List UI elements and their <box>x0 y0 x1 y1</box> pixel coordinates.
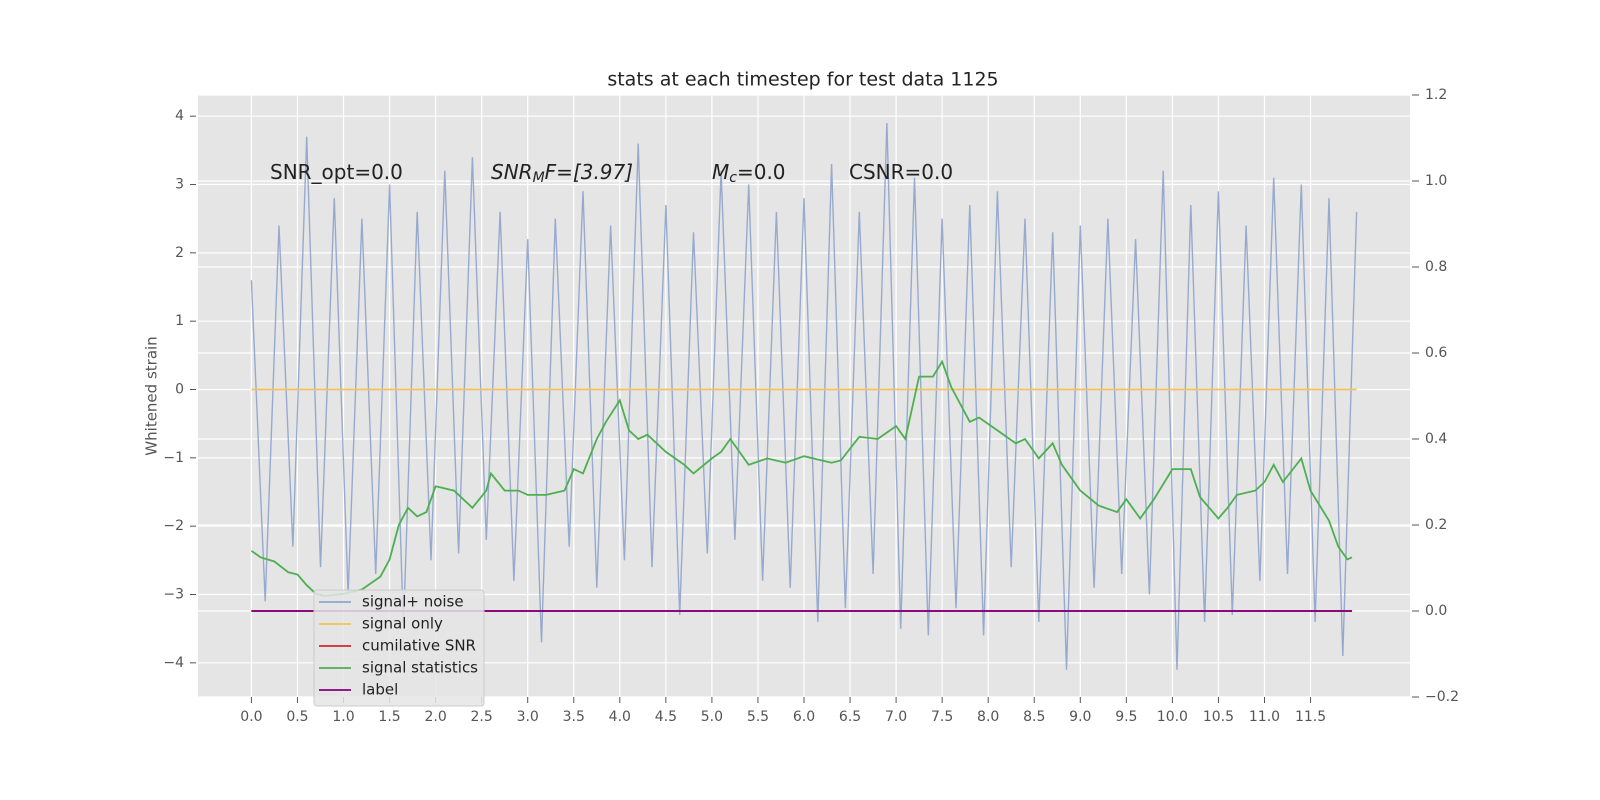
legend-label: signal statistics <box>362 659 478 677</box>
y-tick-label: 0 <box>175 382 184 398</box>
annotation-part: =0.0 <box>737 160 786 184</box>
x-tick-label: 9.5 <box>1115 709 1137 725</box>
annotation-part: M <box>533 170 545 186</box>
annotation: SNRMF=[3.97] <box>491 160 633 187</box>
x-tick-label: 10.0 <box>1157 709 1188 725</box>
y-tick-label: 2 <box>175 245 184 261</box>
y-tick-label: 4 <box>175 108 184 124</box>
x-tick-label: 5.0 <box>701 709 723 725</box>
x-tick-label: 2.5 <box>471 709 493 725</box>
annotation: Mc=0.0 <box>712 160 786 187</box>
x-tick-label: 0.5 <box>286 709 308 725</box>
x-tick-label: 3.5 <box>563 709 585 725</box>
y-axis-label: Whitened strain <box>143 336 161 455</box>
x-tick-label: 8.5 <box>1023 709 1045 725</box>
x-tick-label: 4.0 <box>609 709 631 725</box>
y2-tick-label: −0.2 <box>1425 689 1459 705</box>
x-tick-label: 0.0 <box>240 709 262 725</box>
legend-frame <box>313 589 485 707</box>
annotation-part: M <box>712 160 729 184</box>
x-tick-label: 7.0 <box>885 709 907 725</box>
y2-tick-label: 1.0 <box>1425 173 1447 189</box>
y-tick-label: 1 <box>175 313 184 329</box>
x-tick-label: 10.5 <box>1203 709 1234 725</box>
x-tick-label: 1.0 <box>332 709 354 725</box>
axes: 0.0 0.5 1.0 1.5 2.0 2.5 3.0 3.5 4.0 4.5 5.0 5.5 6.0 6… <box>163 87 1459 725</box>
annotation: CSNR=0.0 <box>849 160 953 184</box>
legend-label: cumilative SNR <box>362 637 476 655</box>
y-tick-label: 3 <box>175 177 184 193</box>
y2-tick-label: 0.4 <box>1425 431 1447 447</box>
annotation-part: SNR <box>491 160 533 184</box>
y2-tick-label: 0.8 <box>1425 259 1447 275</box>
y-tick-label: −2 <box>163 518 184 534</box>
y2-tick-label: 0.0 <box>1425 603 1447 619</box>
chart-title: stats at each timestep for test data 112… <box>607 69 998 91</box>
legend-label: signal only <box>362 615 443 633</box>
x-tick-label: 1.5 <box>378 709 400 725</box>
y2-tick-label: 0.2 <box>1425 517 1447 533</box>
y2-tick-label: 1.2 <box>1425 87 1447 103</box>
annotation-part: SNR_opt=0.0 <box>270 160 403 184</box>
x-tick-label: 11.0 <box>1249 709 1280 725</box>
series-line <box>250 122 1358 670</box>
legend-label: signal+ noise <box>362 593 464 611</box>
x-tick-label: 11.5 <box>1295 709 1326 725</box>
annotation-part: F=[3.97] <box>545 160 633 184</box>
x-tick-label: 8.0 <box>977 709 999 725</box>
x-tick-label: 3.0 <box>517 709 539 725</box>
y2-tick-label: 0.6 <box>1425 345 1447 361</box>
legend-label: label <box>362 681 398 699</box>
x-tick-label: 6.5 <box>839 709 861 725</box>
x-tick-label: 5.5 <box>747 709 769 725</box>
annotation-part: c <box>729 170 737 186</box>
x-tick-label: 6.0 <box>793 709 815 725</box>
x-tick-label: 9.0 <box>1069 709 1091 725</box>
annotation: SNR_opt=0.0 <box>270 160 403 184</box>
x-tick-label: 2.0 <box>424 709 446 725</box>
series-line <box>250 359 1353 597</box>
y-tick-label: −3 <box>163 587 184 603</box>
x-tick-label: 4.5 <box>655 709 677 725</box>
x-tick-label: 7.5 <box>931 709 953 725</box>
annotation-part: CSNR=0.0 <box>849 160 953 184</box>
y-tick-label: −4 <box>163 655 184 671</box>
y-tick-label: −1 <box>163 450 184 466</box>
